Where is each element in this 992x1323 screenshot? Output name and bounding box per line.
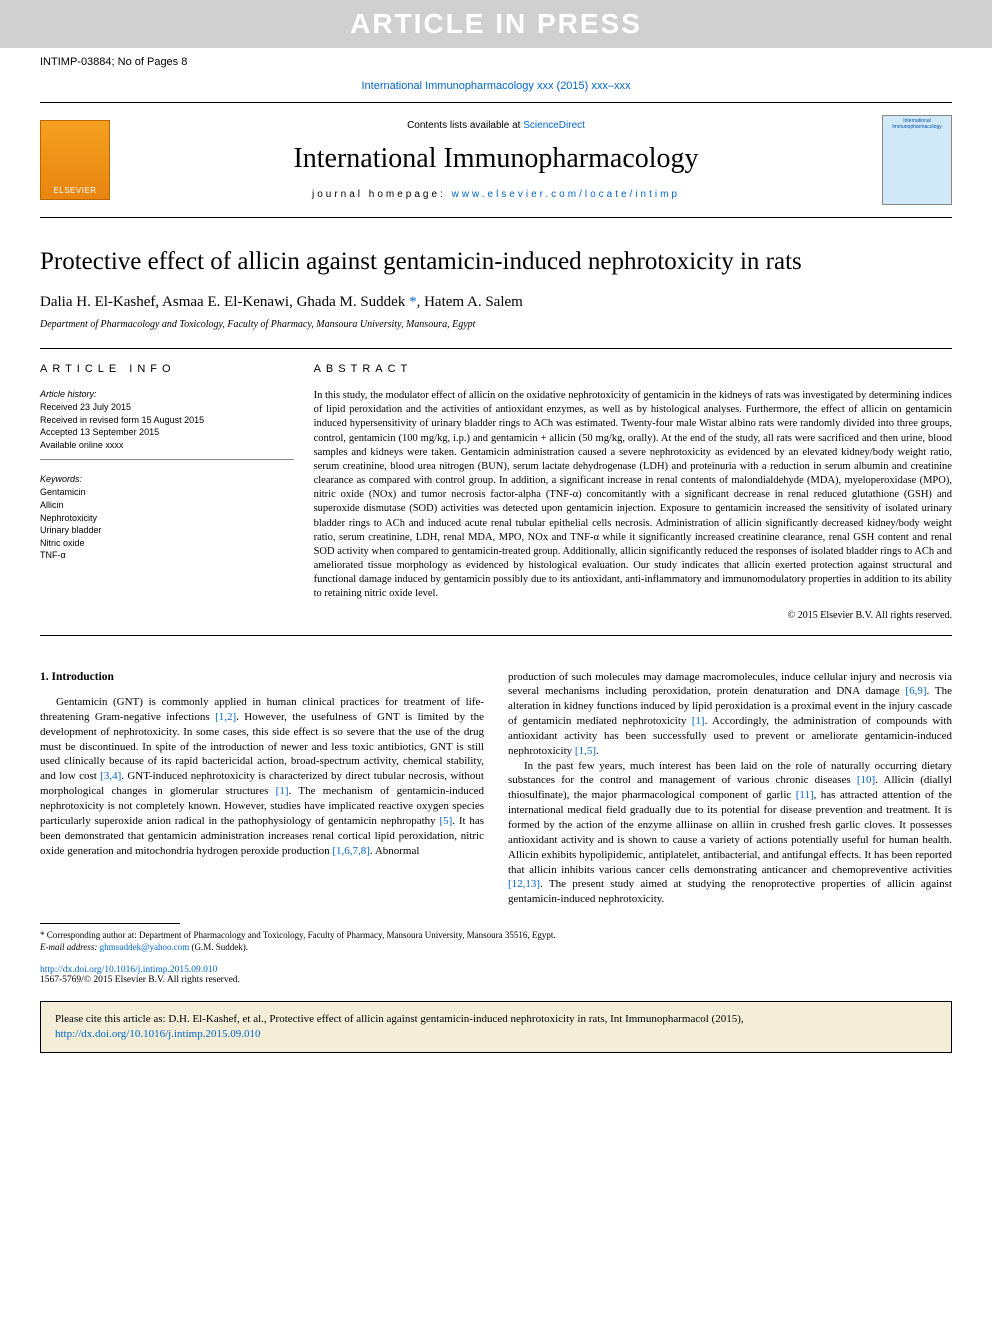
ref-link[interactable]: [1] xyxy=(276,785,289,797)
t: . Abnormal xyxy=(370,845,420,857)
ref-link[interactable]: [1,5] xyxy=(575,745,596,757)
abstract-copyright: © 2015 Elsevier B.V. All rights reserved… xyxy=(314,610,952,621)
header-ref: INTIMP-03884; No of Pages 8 xyxy=(0,48,992,74)
keywords-label: Keywords: xyxy=(40,474,294,484)
cover-label: International Immunopharmacology xyxy=(883,116,951,132)
doi-block: http://dx.doi.org/10.1016/j.intimp.2015.… xyxy=(0,953,992,1001)
authors-post: , Hatem A. Salem xyxy=(417,294,523,310)
article-title: Protective effect of allicin against gen… xyxy=(40,248,952,276)
ref-link[interactable]: [1] xyxy=(692,715,705,727)
article-info-col: ARTICLE INFO Article history: Received 2… xyxy=(40,363,314,621)
info-abstract-row: ARTICLE INFO Article history: Received 2… xyxy=(40,348,952,636)
sciencedirect-link[interactable]: ScienceDirect xyxy=(523,120,585,131)
email-label: E-mail address: xyxy=(40,942,100,952)
history-text: Received 23 July 2015 Received in revise… xyxy=(40,401,294,451)
doi-copyright: 1567-5769/© 2015 Elsevier B.V. All right… xyxy=(40,975,952,985)
corr-text: Department of Pharmacology and Toxicolog… xyxy=(139,930,556,940)
t: . The present study aimed at studying th… xyxy=(508,878,952,905)
abstract-col: ABSTRACT In this study, the modulator ef… xyxy=(314,363,952,621)
t: production of such molecules may damage … xyxy=(508,671,952,698)
ref-code: INTIMP-03884; No of Pages 8 xyxy=(40,56,187,68)
history-label: Article history: xyxy=(40,389,294,399)
authors-pre: Dalia H. El-Kashef, Asmaa E. El-Kenawi, … xyxy=(40,294,409,310)
journal-title: International Immunopharmacology xyxy=(130,143,862,175)
col2-p2: In the past few years, much interest has… xyxy=(508,759,952,907)
homepage-url[interactable]: www.elsevier.com/locate/intimp xyxy=(452,189,680,200)
keywords-block: Keywords: Gentamicin Allicin Nephrotoxic… xyxy=(40,474,294,570)
cite-prefix: Please cite this article as: D.H. El-Kas… xyxy=(55,1013,744,1025)
cite-box: Please cite this article as: D.H. El-Kas… xyxy=(40,1001,952,1053)
journal-center: Contents lists available at ScienceDirec… xyxy=(130,120,862,200)
ref-link[interactable]: [1,6,7,8] xyxy=(332,845,370,857)
corr-prefix: * Corresponding author at: xyxy=(40,930,139,940)
doi-link[interactable]: http://dx.doi.org/10.1016/j.intimp.2015.… xyxy=(40,965,217,975)
info-heading: ARTICLE INFO xyxy=(40,363,294,375)
ref-link[interactable]: [6,9] xyxy=(905,685,926,697)
elsevier-logo: ELSEVIER xyxy=(40,120,110,200)
history-block: Article history: Received 23 July 2015 R… xyxy=(40,389,294,460)
col2-p1: production of such molecules may damage … xyxy=(508,670,952,759)
email-footnote: E-mail address: ghmsuddek@yahoo.com (G.M… xyxy=(40,942,952,954)
journal-ref-line: International Immunopharmacology xxx (20… xyxy=(0,80,992,92)
contents-line: Contents lists available at ScienceDirec… xyxy=(130,120,862,131)
cite-doi-link[interactable]: http://dx.doi.org/10.1016/j.intimp.2015.… xyxy=(55,1028,260,1040)
intro-heading: 1. Introduction xyxy=(40,670,484,686)
journal-homepage-line: journal homepage: www.elsevier.com/locat… xyxy=(130,189,862,200)
homepage-label: journal homepage: xyxy=(312,189,452,200)
ref-link[interactable]: [11] xyxy=(796,789,814,801)
affiliation: Department of Pharmacology and Toxicolog… xyxy=(40,319,952,330)
ref-link[interactable]: [1,2] xyxy=(215,711,236,723)
body-columns: 1. Introduction Gentamicin (GNT) is comm… xyxy=(0,670,992,908)
t: , has attracted attention of the interna… xyxy=(508,789,952,875)
footnote-separator xyxy=(40,923,180,924)
elsevier-logo-text: ELSEVIER xyxy=(53,186,96,195)
ref-link[interactable]: [12,13] xyxy=(508,878,540,890)
col-right: production of such molecules may damage … xyxy=(508,670,952,908)
ref-link[interactable]: [3,4] xyxy=(100,770,121,782)
intro-p1: Gentamicin (GNT) is commonly applied in … xyxy=(40,695,484,858)
article-in-press-banner: ARTICLE IN PRESS xyxy=(0,0,992,48)
abstract-text: In this study, the modulator effect of a… xyxy=(314,389,952,602)
journal-cover-thumbnail: International Immunopharmacology xyxy=(882,115,952,205)
ref-link[interactable]: [10] xyxy=(857,774,875,786)
email-link[interactable]: ghmsuddek@yahoo.com xyxy=(100,942,190,952)
contents-prefix: Contents lists available at xyxy=(407,120,523,131)
authors-line: Dalia H. El-Kashef, Asmaa E. El-Kenawi, … xyxy=(40,294,952,311)
abstract-heading: ABSTRACT xyxy=(314,363,952,375)
corresponding-mark[interactable]: * xyxy=(409,294,417,310)
col-left: 1. Introduction Gentamicin (GNT) is comm… xyxy=(40,670,484,908)
ref-link[interactable]: [5] xyxy=(439,815,452,827)
journal-header-box: ELSEVIER Contents lists available at Sci… xyxy=(40,102,952,218)
keywords-text: Gentamicin Allicin Nephrotoxicity Urinar… xyxy=(40,486,294,562)
footnote-block: * Corresponding author at: Department of… xyxy=(0,930,992,953)
article-main: Protective effect of allicin against gen… xyxy=(0,218,992,670)
corresponding-footnote: * Corresponding author at: Department of… xyxy=(40,930,952,942)
t: . xyxy=(596,745,599,757)
email-suffix: (G.M. Suddek). xyxy=(189,942,248,952)
